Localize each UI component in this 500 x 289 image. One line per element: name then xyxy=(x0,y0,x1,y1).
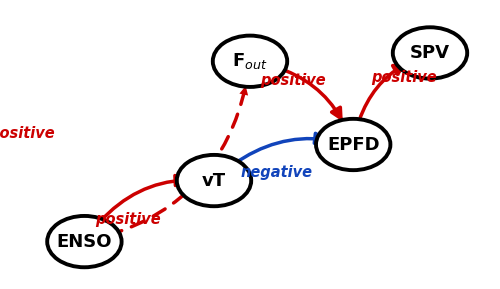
Ellipse shape xyxy=(47,216,122,267)
Ellipse shape xyxy=(213,36,287,87)
Text: negative: negative xyxy=(240,165,312,180)
Text: positive: positive xyxy=(371,71,436,86)
Text: positive: positive xyxy=(260,73,326,88)
Ellipse shape xyxy=(177,155,251,206)
Text: EPFD: EPFD xyxy=(327,136,380,153)
Text: F$_{out}$: F$_{out}$ xyxy=(232,51,268,71)
Text: ENSO: ENSO xyxy=(56,233,112,251)
Text: positive: positive xyxy=(0,126,55,141)
Text: positive: positive xyxy=(95,212,160,227)
Text: SPV: SPV xyxy=(410,44,450,62)
Text: vT: vT xyxy=(202,172,226,190)
Ellipse shape xyxy=(393,27,467,79)
Ellipse shape xyxy=(316,119,390,170)
